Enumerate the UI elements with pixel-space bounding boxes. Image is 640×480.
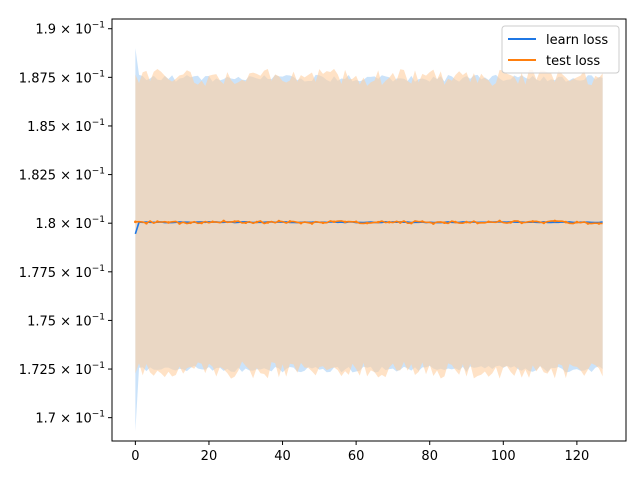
test-loss-point [575,220,579,224]
test-loss-point [310,222,314,225]
x-tick-label: 0 [131,449,139,464]
test-loss-point [255,220,259,224]
confidence-bands [135,48,603,432]
test-loss-point [553,219,557,223]
test-loss-point [520,221,523,225]
test-loss-point [476,221,479,225]
test-loss-point [376,220,380,224]
y-tick-mantissa: 1.85 × 10 [27,120,92,135]
test-loss-point [222,219,225,223]
x-tick-label: 80 [421,449,438,464]
y-tick-mantissa: 1.775 × 10 [19,266,92,281]
test-loss-point [465,220,468,224]
y-tick-exponent: −1 [92,215,105,225]
legend: learn loss test loss [501,25,620,74]
test-loss-point [332,220,336,224]
test-loss-point [509,221,512,224]
y-tick-label: 1.85 × 10−1 [27,118,105,135]
test-loss-point [387,220,391,224]
test-loss-point [244,221,248,225]
test-loss-point [354,220,358,224]
test-loss-point [299,221,303,225]
test-loss-point [432,222,435,225]
test-loss-point [189,221,192,225]
y-tick-mantissa: 1.8 × 10 [35,217,91,232]
y-tick-mantissa: 1.825 × 10 [19,169,92,184]
test-loss-point [421,220,424,223]
x-tick-label: 20 [201,449,218,464]
test-loss-point [167,221,170,224]
x-tick-label: 120 [564,449,589,464]
y-tick-exponent: −1 [92,167,105,177]
test-loss-point [597,222,601,225]
test-loss-point [398,221,402,224]
test-loss-point [365,221,369,225]
test-loss-point [211,220,214,224]
test-loss-point [343,220,347,224]
y-tick-exponent: −1 [92,21,105,31]
y-tick-exponent: −1 [92,264,105,274]
test-loss-point [178,222,181,225]
test-loss-point [321,221,325,225]
plot-frame [111,18,627,442]
test-loss-point [277,219,281,223]
test-loss-point [531,220,535,223]
y-tick-exponent: −1 [92,312,105,322]
x-tick-label: 40 [274,449,291,464]
y-tick-label: 1.7 × 10−1 [35,410,105,427]
test-loss-point [564,220,568,224]
series-lines [134,219,603,235]
y-axis-ticks: 1.7 × 10−11.725 × 10−11.75 × 10−11.775 ×… [19,21,112,427]
y-tick-mantissa: 1.7 × 10 [35,412,91,427]
legend-box [501,25,620,74]
x-tick-label: 60 [348,449,365,464]
test-loss-point [443,221,446,224]
y-tick-exponent: −1 [92,118,105,128]
y-tick-mantissa: 1.725 × 10 [19,363,92,378]
y-tick-mantissa: 1.9 × 10 [35,23,91,38]
x-tick-label: 100 [491,449,516,464]
test-loss-point [288,220,292,223]
y-tick-exponent: −1 [92,69,105,79]
y-tick-label: 1.825 × 10−1 [19,167,105,184]
test-loss-point [266,221,270,224]
x-axis-ticks: 0 20 40 60 80 100 120 [131,441,589,464]
test-loss-point [145,221,148,225]
test-loss-point [498,219,501,223]
y-tick-label: 1.9 × 10−1 [35,21,105,38]
y-tick-exponent: −1 [92,361,105,371]
legend-label: test loss [546,54,600,69]
test-loss-point [586,222,590,225]
test-loss-point [454,220,457,224]
test-loss-point [410,221,413,225]
test-loss-point [156,220,159,223]
y-tick-label: 1.75 × 10−1 [27,312,105,329]
test-loss-point [542,221,546,225]
y-tick-label: 1.725 × 10−1 [19,361,105,378]
y-tick-mantissa: 1.875 × 10 [19,71,92,86]
test-loss-point [200,221,203,225]
legend-label: learn loss [546,33,608,48]
y-tick-label: 1.8 × 10−1 [35,215,105,232]
y-tick-mantissa: 1.75 × 10 [27,314,92,329]
y-tick-label: 1.775 × 10−1 [19,264,105,281]
y-tick-label: 1.875 × 10−1 [19,69,105,86]
test-loss-point [233,220,237,223]
test-loss-point [487,220,490,224]
y-tick-exponent: −1 [92,410,105,420]
test-loss-point [134,220,137,224]
